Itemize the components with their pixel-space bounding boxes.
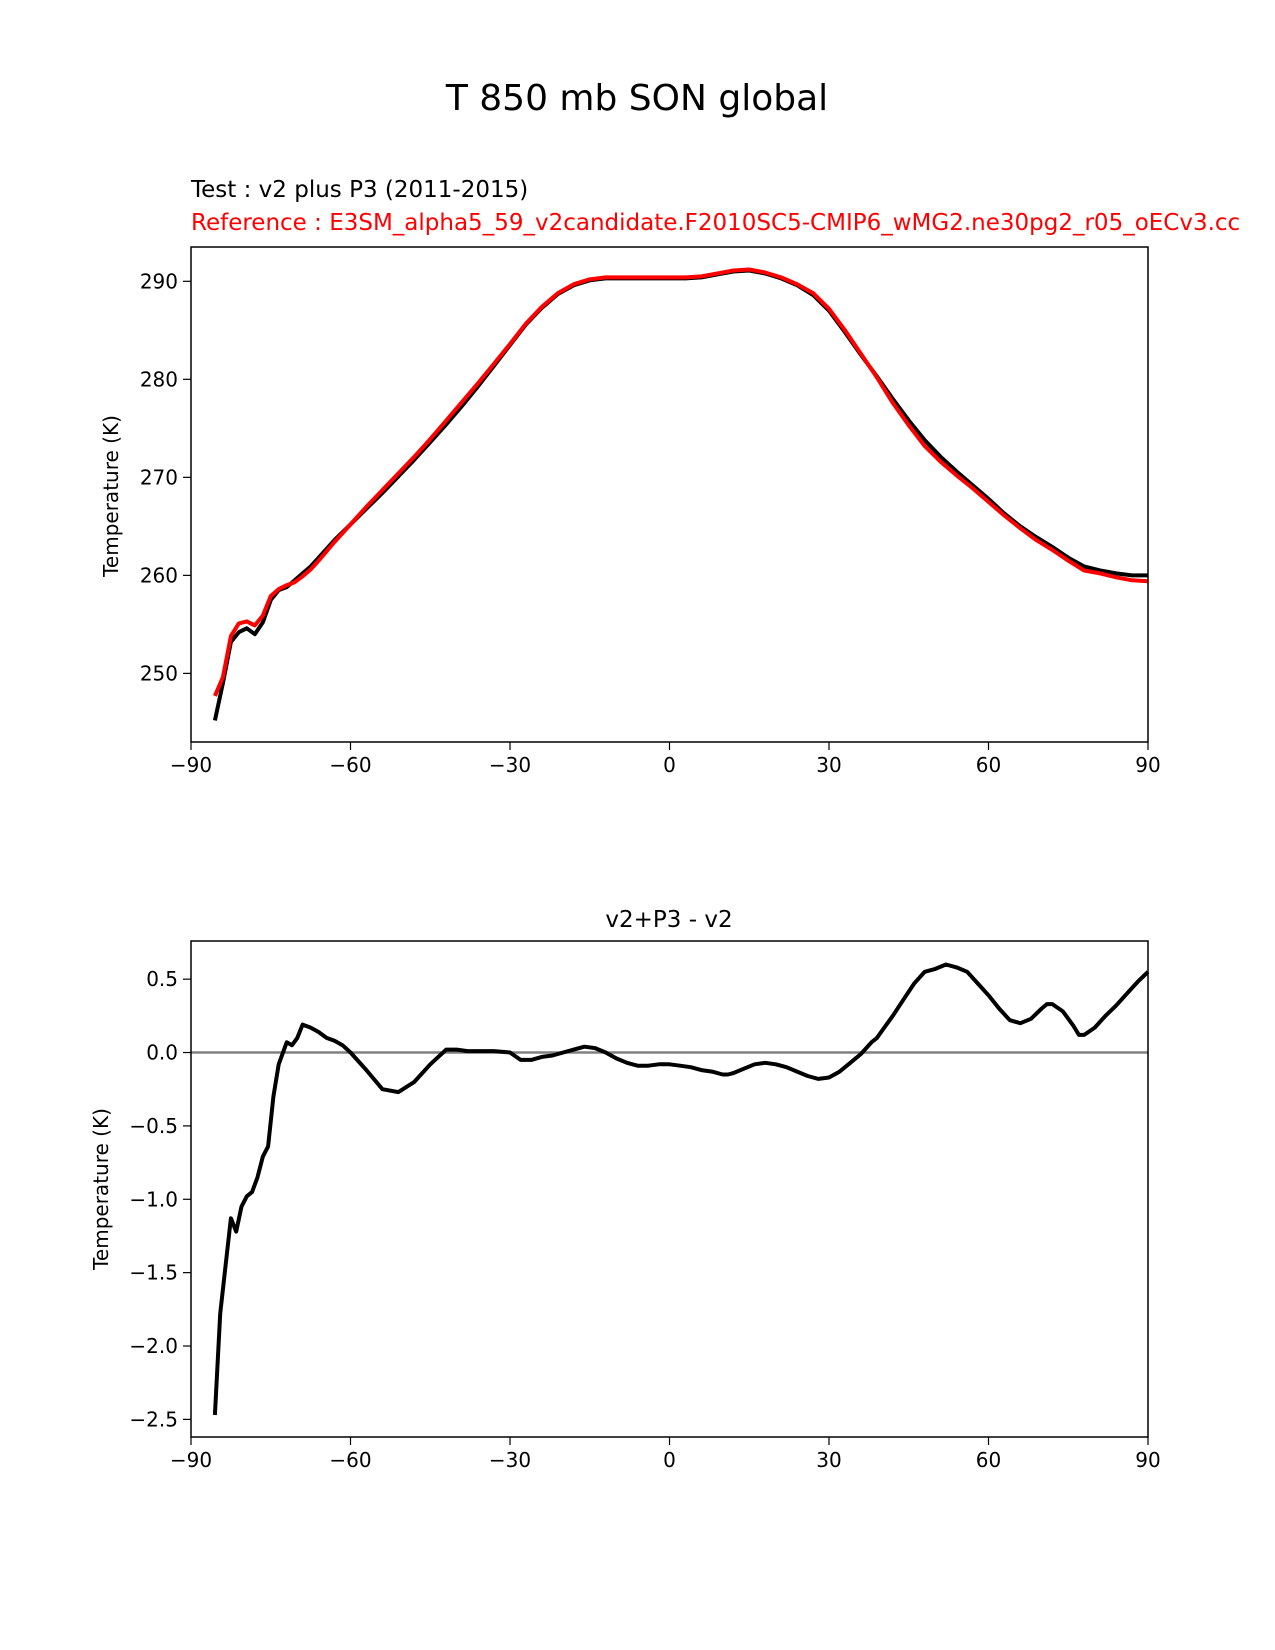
top-chart-x-tick-label: 30 <box>816 753 841 777</box>
top-chart-y-tick-label: 260 <box>140 563 178 587</box>
bottom-chart-y-axis-label: Temperature (K) <box>89 1108 113 1271</box>
bottom-chart-title: v2+P3 - v2 <box>605 907 732 933</box>
top-chart-x-tick-label: 0 <box>663 753 676 777</box>
top-chart-test-title: Test : v2 plus P3 (2011-2015) <box>190 177 528 203</box>
top-chart-x-tick-label: −60 <box>329 753 371 777</box>
top-chart-lines <box>212 267 1149 721</box>
bottom-chart-frame <box>190 940 1149 1438</box>
top-chart-x-tick-label: 60 <box>976 753 1001 777</box>
top-chart-y-tick-label: 280 <box>140 367 178 391</box>
top-chart-y-axis-label: Temperature (K) <box>99 415 123 578</box>
bottom-chart-y-tick-label: 0.0 <box>146 1041 178 1065</box>
top-chart-frame <box>190 246 1149 743</box>
top-chart-y-tick-label: 250 <box>140 661 178 685</box>
bottom-chart-ticks: −90 −60 −30 0 30 60 90 −2.5 −2.0 −1.5 −1.0 −0.5 0.0 0… <box>129 967 1160 1472</box>
bottom-chart-y-tick-label: −1.5 <box>129 1261 178 1285</box>
top-chart-x-tick-label: −90 <box>170 753 212 777</box>
top-chart-y-tick-label: 270 <box>140 465 178 489</box>
bottom-chart-x-tick-label: 60 <box>976 1448 1001 1472</box>
bottom-chart-lines <box>191 962 1150 1416</box>
bottom-chart-y-tick-label: 0.5 <box>146 967 178 991</box>
top-chart-x-tick-label: −30 <box>489 753 531 777</box>
top-chart-reference-title: Reference : E3SM_alpha5_59_v2candidate.F… <box>191 210 1240 236</box>
top-chart-x-tick-label: 90 <box>1135 753 1160 777</box>
bottom-chart-x-tick-label: 90 <box>1135 1448 1160 1472</box>
top-chart: Test : v2 plus P3 (2011-2015) Reference … <box>99 177 1240 777</box>
bottom-chart-y-tick-label: −0.5 <box>129 1114 178 1138</box>
figure-suptitle: T 850 mb SON global <box>445 78 828 119</box>
bottom-chart-difference-line <box>212 962 1150 1416</box>
bottom-chart-x-tick-label: −30 <box>489 1448 531 1472</box>
bottom-chart-y-tick-label: −1.0 <box>129 1187 178 1211</box>
bottom-chart-x-tick-label: 0 <box>663 1448 676 1472</box>
bottom-chart-x-tick-label: −60 <box>329 1448 371 1472</box>
bottom-chart-y-tick-label: −2.0 <box>129 1334 178 1358</box>
top-chart-test-line <box>212 268 1148 721</box>
bottom-chart-x-tick-label: −90 <box>170 1448 212 1472</box>
bottom-chart-y-tick-label: −2.5 <box>129 1407 178 1431</box>
top-chart-y-tick-label: 290 <box>140 269 178 293</box>
bottom-chart: v2+P3 - v2 Temperature (K) −90 −60 −30 0 30 6… <box>89 907 1161 1472</box>
top-chart-ticks: −90 −60 −30 0 30 60 90 250 260 270 280 290 <box>140 269 1161 777</box>
top-chart-reference-line <box>213 267 1149 697</box>
bottom-chart-x-tick-label: 30 <box>816 1448 841 1472</box>
